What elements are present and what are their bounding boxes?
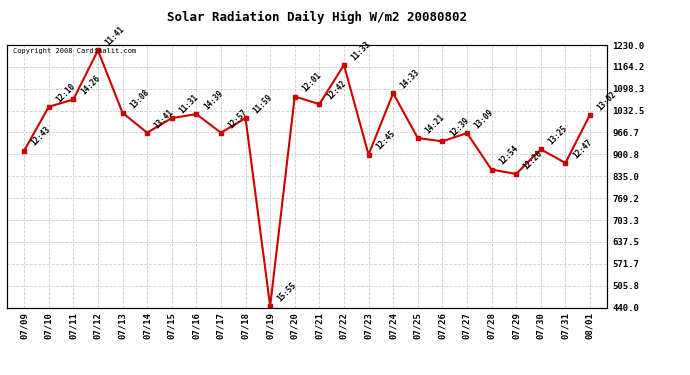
Text: 12:10: 12:10 [55,81,77,104]
Text: 12:57: 12:57 [226,107,249,130]
Text: 14:39: 14:39 [202,88,225,111]
Text: 11:31: 11:31 [177,93,200,116]
Text: 13:08: 13:08 [128,87,151,110]
Text: 12:43: 12:43 [30,125,52,148]
Text: 14:26: 14:26 [79,74,101,97]
Text: Solar Radiation Daily High W/m2 20080802: Solar Radiation Daily High W/m2 20080802 [168,11,467,24]
Text: 13:02: 13:02 [595,89,618,112]
Text: 13:25: 13:25 [546,124,569,147]
Text: 13:09: 13:09 [473,108,495,130]
Text: 11:33: 11:33 [350,39,372,62]
Text: 11:59: 11:59 [251,93,274,116]
Text: 12:47: 12:47 [571,138,593,160]
Text: 15:55: 15:55 [276,280,298,303]
Text: 14:21: 14:21 [424,112,446,135]
Text: Copyright 2008 Cardinalit.com: Copyright 2008 Cardinalit.com [13,48,136,54]
Text: 11:41: 11:41 [104,25,126,48]
Text: 12:42: 12:42 [325,79,348,101]
Text: 12:39: 12:39 [448,116,471,139]
Text: 12:20: 12:20 [522,148,544,171]
Text: 14:33: 14:33 [399,68,422,90]
Text: 12:54: 12:54 [497,144,520,167]
Text: 13:41: 13:41 [152,107,175,130]
Text: 12:45: 12:45 [374,129,397,152]
Text: 12:01: 12:01 [300,71,323,94]
